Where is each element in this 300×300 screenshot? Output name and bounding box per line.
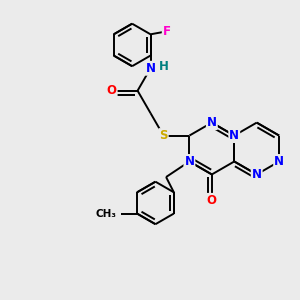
Text: N: N [274,155,284,168]
Text: O: O [107,84,117,97]
Text: N: N [207,116,217,129]
Text: N: N [252,168,262,181]
Text: O: O [207,194,217,207]
Text: N: N [146,62,155,75]
Text: F: F [163,25,171,38]
Text: CH₃: CH₃ [95,208,116,219]
Text: H: H [159,60,169,73]
Text: S: S [159,129,168,142]
Text: N: N [229,129,239,142]
Text: N: N [184,155,194,168]
